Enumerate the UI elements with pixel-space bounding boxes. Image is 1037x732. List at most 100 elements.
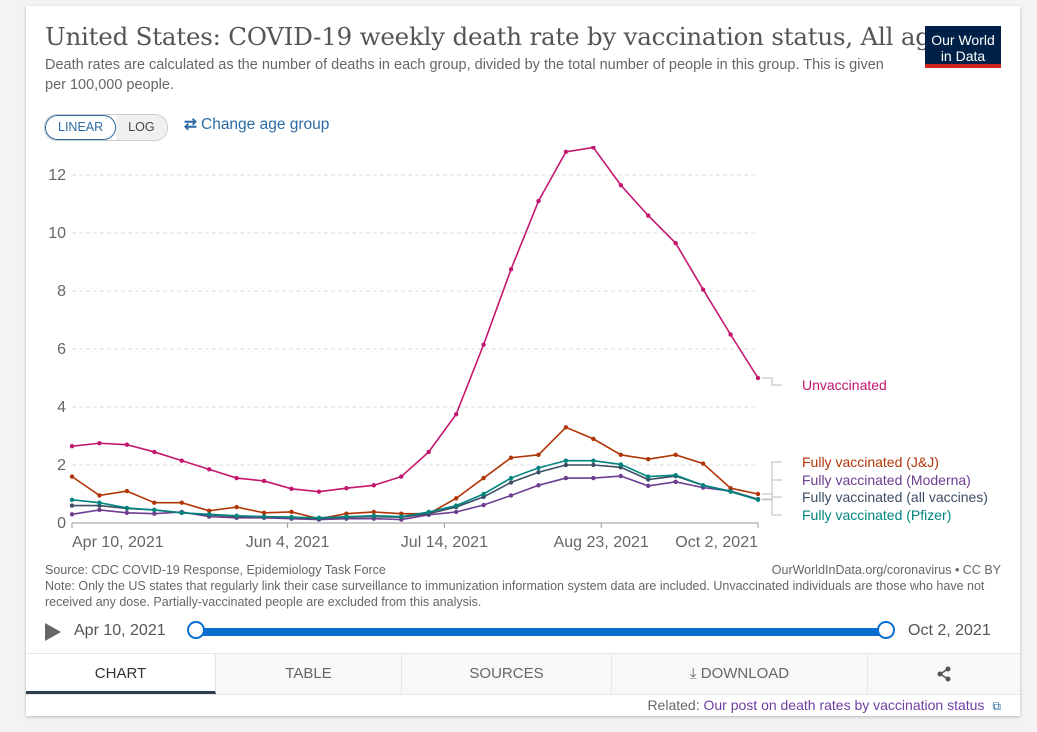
log-scale-button[interactable]: LOG (116, 115, 167, 140)
share-button[interactable] (868, 654, 1020, 694)
change-age-group-link[interactable]: ⇄ Change age group (184, 115, 329, 134)
data-point (673, 479, 678, 485)
data-point (536, 470, 541, 475)
timeline-end-handle[interactable] (877, 621, 895, 639)
owid-logo[interactable]: Our World in Data (925, 26, 1001, 68)
data-point (97, 500, 102, 505)
series-line (72, 464, 759, 520)
share-icon (937, 666, 951, 682)
data-point (563, 425, 569, 430)
download-label: DOWNLOAD (700, 665, 790, 682)
data-point (673, 472, 678, 478)
tab-download[interactable]: ⤓ DOWNLOAD (612, 654, 868, 694)
tab-bar: CHART TABLE SOURCES ⤓ DOWNLOAD (26, 653, 1020, 695)
data-point (179, 500, 184, 505)
data-point (97, 493, 102, 498)
y-tick-label: 10 (48, 225, 66, 242)
data-point (69, 474, 75, 479)
related-line: Related: Our post on death rates by vacc… (647, 697, 1001, 714)
logo-line2: in Data (940, 48, 986, 64)
data-point (316, 515, 322, 520)
data-point (179, 458, 184, 463)
data-point (261, 514, 267, 519)
data-point (152, 500, 157, 505)
data-point (591, 475, 596, 481)
series-label: Fully vaccinated (J&J) (802, 454, 939, 470)
data-point (344, 486, 349, 491)
x-tick-label: Oct 2, 2021 (675, 534, 758, 551)
data-point (371, 483, 377, 488)
change-age-group-label: Change age group (201, 116, 330, 133)
data-point (344, 514, 349, 519)
series-label: Fully vaccinated (Moderna) (802, 472, 971, 488)
data-point (234, 513, 239, 518)
data-point (316, 489, 322, 494)
timeline-start-handle[interactable] (187, 621, 205, 639)
related-link[interactable]: Our post on death rates by vaccination s… (703, 697, 985, 713)
y-tick-label: 4 (57, 399, 66, 416)
swap-arrows-icon: ⇄ (184, 116, 197, 133)
data-point (152, 511, 157, 516)
data-point (152, 449, 157, 455)
data-point (508, 455, 514, 460)
play-icon[interactable] (45, 623, 61, 641)
series-line (71, 426, 759, 520)
data-point (481, 502, 486, 508)
data-point (124, 488, 130, 494)
linear-scale-button[interactable]: LINEAR (45, 115, 117, 140)
data-point (207, 508, 212, 514)
data-point (371, 509, 377, 515)
data-point (152, 507, 157, 513)
data-point (261, 510, 267, 516)
data-point (124, 442, 130, 447)
data-point (124, 510, 130, 516)
chart-card: United States: COVID-19 weekly death rat… (26, 6, 1020, 716)
timeline: Apr 10, 2021 Oct 2, 2021 (45, 620, 1005, 644)
data-point (97, 507, 102, 513)
data-point (618, 452, 623, 458)
data-point (508, 475, 514, 481)
data-point (179, 510, 184, 516)
tab-chart[interactable]: CHART (26, 654, 216, 694)
y-tick-label: 12 (48, 167, 66, 184)
legend-connector (762, 479, 782, 500)
timeline-track[interactable] (196, 628, 886, 636)
data-point (124, 505, 130, 511)
data-point (289, 486, 294, 491)
series-label: Unvaccinated (802, 377, 887, 393)
data-point (69, 503, 75, 508)
series-line (71, 459, 759, 519)
legend-connector (762, 377, 782, 386)
data-point (426, 449, 431, 455)
data-point (591, 458, 596, 463)
data-point (618, 473, 623, 479)
data-point (728, 489, 733, 494)
data-point (591, 436, 596, 442)
data-point (399, 474, 404, 479)
data-point (755, 491, 761, 497)
logo-line1: Our World (931, 32, 995, 48)
data-point (453, 412, 459, 417)
data-point (673, 452, 678, 458)
legend-connector (762, 496, 782, 500)
data-point (618, 182, 623, 188)
data-point (207, 512, 212, 517)
data-point (563, 462, 569, 468)
tab-table[interactable]: TABLE (216, 654, 402, 694)
data-point (69, 512, 75, 517)
data-point (481, 491, 486, 497)
data-point (481, 475, 486, 481)
data-point (536, 465, 541, 471)
data-point (646, 457, 651, 462)
y-tick-label: 6 (57, 341, 66, 358)
series-label: Fully vaccinated (Pfizer) (802, 507, 951, 523)
data-point (755, 375, 761, 381)
data-point (234, 475, 239, 481)
data-point (536, 198, 541, 204)
timeline-end-label: Oct 2, 2021 (908, 622, 991, 639)
tab-sources[interactable]: SOURCES (402, 654, 612, 694)
attribution-text[interactable]: OurWorldInData.org/coronavirus • CC BY (771, 563, 1001, 577)
x-tick-label: Apr 10, 2021 (72, 534, 164, 551)
data-point (646, 213, 651, 218)
data-point (289, 515, 294, 520)
